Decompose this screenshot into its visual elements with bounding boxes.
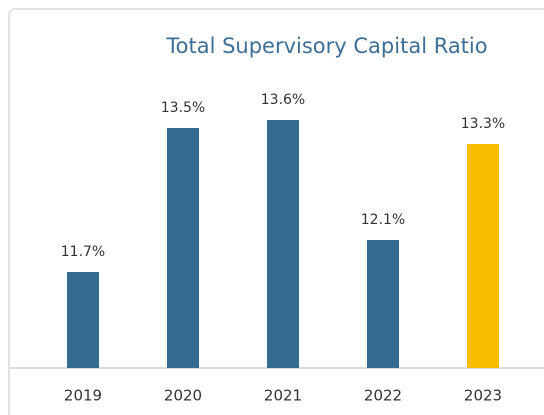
data-label: 12.1%	[361, 212, 405, 228]
bar	[67, 272, 99, 368]
data-label: 13.5%	[161, 100, 205, 116]
data-label: 13.6%	[261, 92, 305, 108]
bar	[167, 128, 199, 368]
bar	[467, 144, 499, 368]
chart-title: Total Supervisory Capital Ratio	[165, 34, 487, 58]
x-tick-label: 2022	[364, 387, 402, 405]
x-tick-label: 2021	[264, 387, 302, 405]
bar	[367, 240, 399, 368]
data-label: 11.7%	[61, 244, 105, 260]
x-tick-label: 2020	[164, 387, 202, 405]
x-tick-label: 2019	[64, 387, 102, 405]
data-label: 13.3%	[461, 116, 505, 132]
bar	[267, 120, 299, 368]
x-tick-label: 2023	[464, 387, 502, 405]
